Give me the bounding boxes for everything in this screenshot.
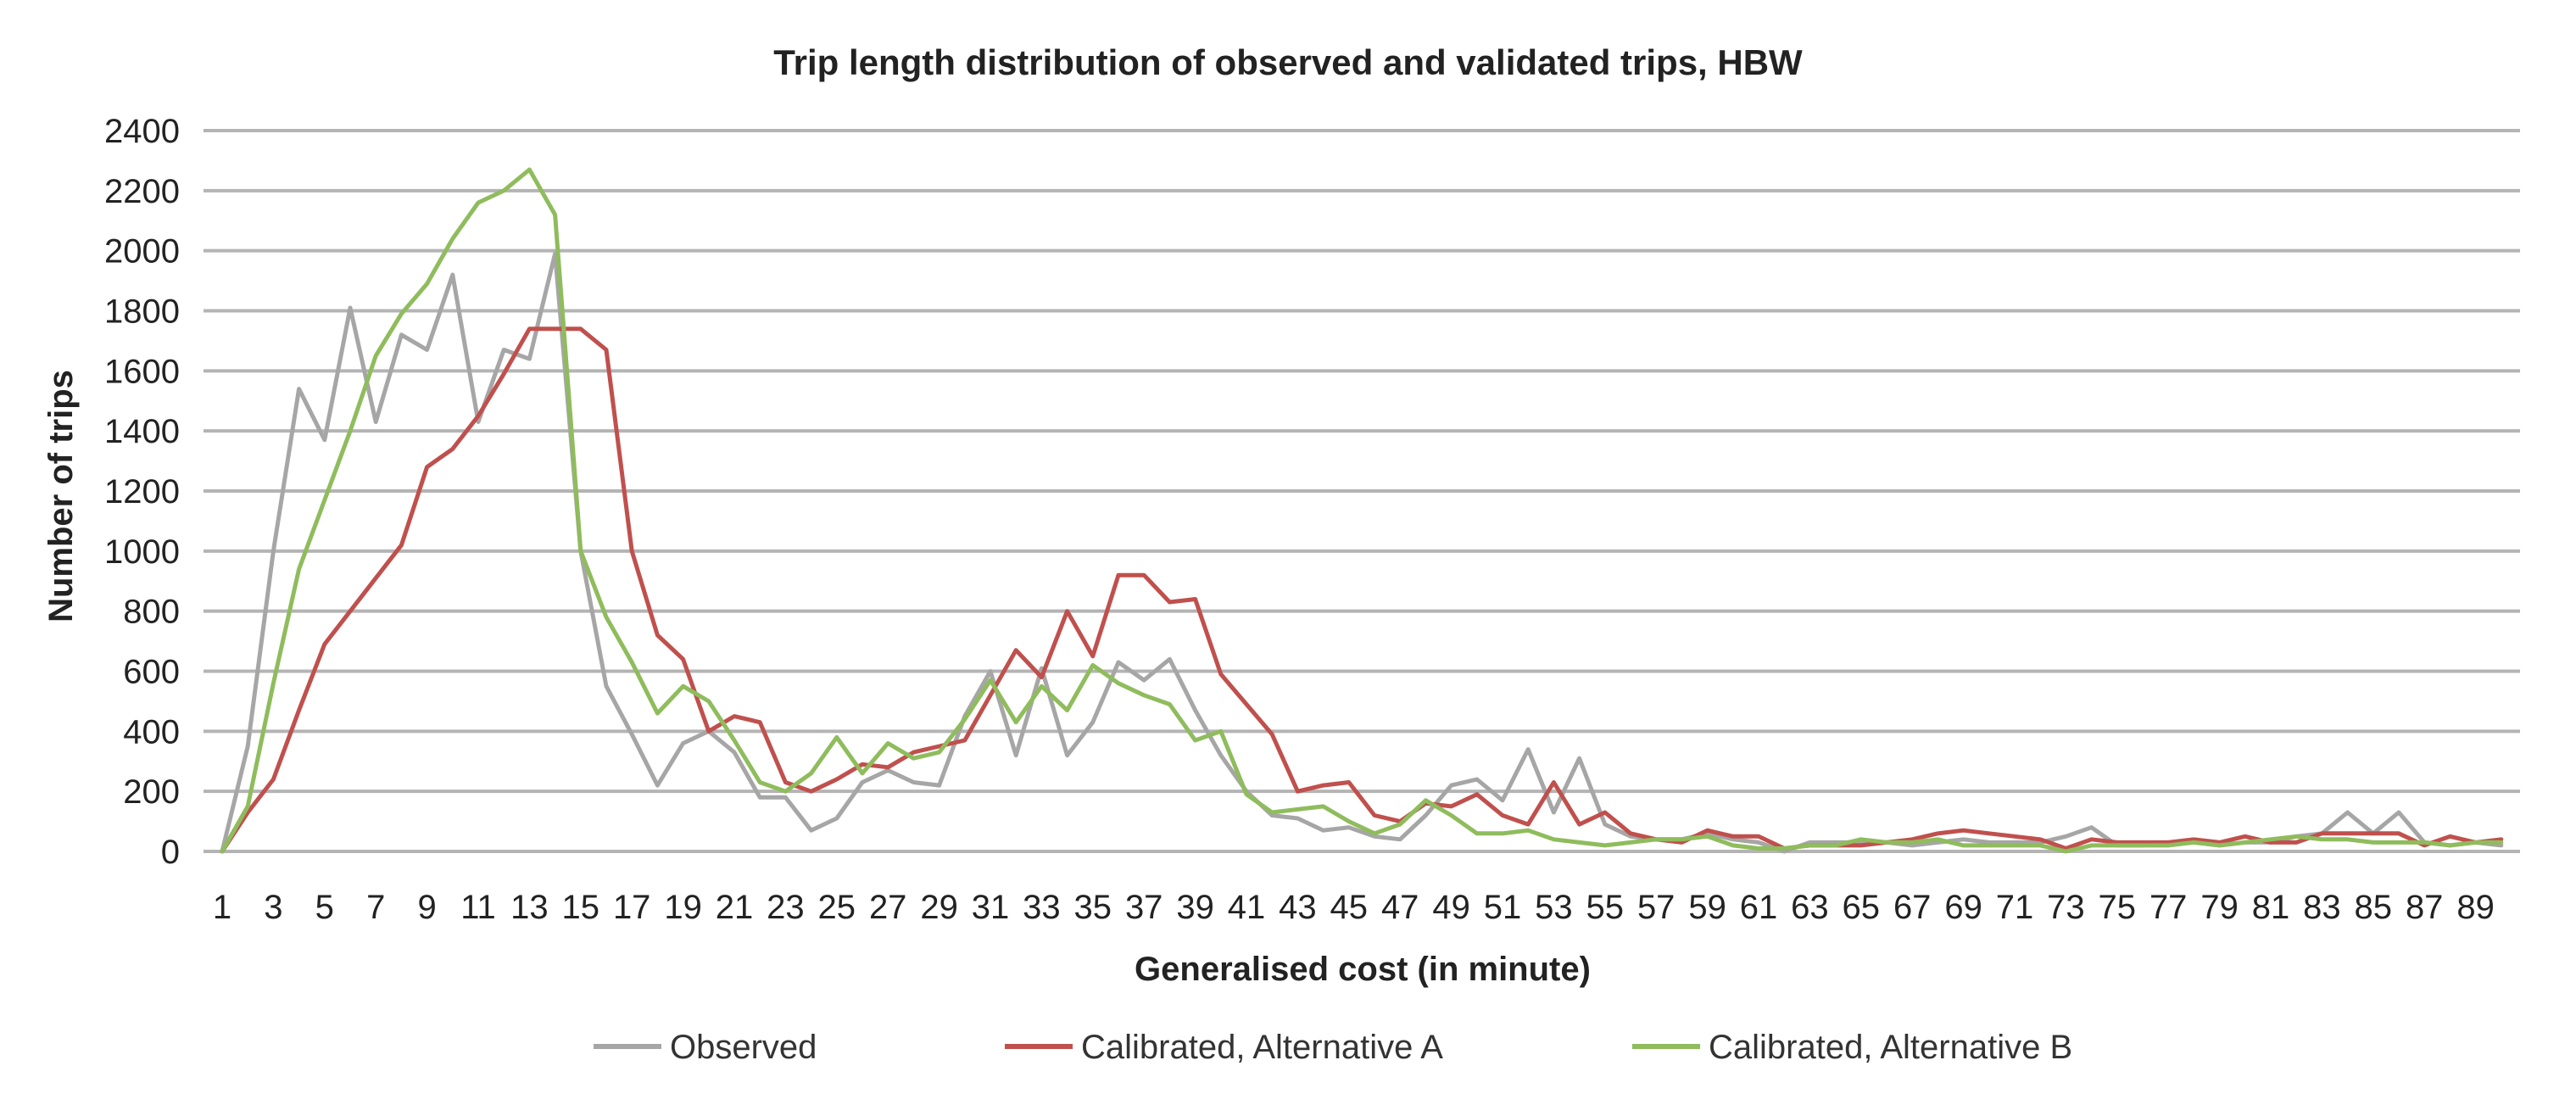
x-tick-label: 51 <box>1484 889 1522 926</box>
x-tick-label: 49 <box>1432 889 1470 926</box>
x-tick-label: 15 <box>562 889 600 926</box>
x-tick-label: 17 <box>613 889 651 926</box>
legend-item: Observed <box>594 1029 817 1066</box>
x-tick-label: 61 <box>1740 889 1778 926</box>
x-tick-label: 71 <box>1996 889 2034 926</box>
y-tick-label: 1600 <box>104 353 180 390</box>
legend-item: Calibrated, Alternative B <box>1632 1029 2072 1066</box>
y-tick-label: 1000 <box>104 533 180 571</box>
x-tick-label: 43 <box>1279 889 1317 926</box>
y-tick-label: 800 <box>123 594 180 631</box>
x-tick-label: 85 <box>2355 889 2393 926</box>
x-tick-label: 55 <box>1586 889 1625 926</box>
y-tick-label: 1200 <box>104 473 180 511</box>
legend: Observed Calibrated, Alternative A Calibra… <box>594 1029 2072 1066</box>
y-tick-label: 600 <box>123 654 180 691</box>
x-axis-title: Generalised cost (in minute) <box>1135 951 1591 988</box>
x-tick-label: 59 <box>1688 889 1726 926</box>
x-tick-label: 45 <box>1330 889 1369 926</box>
x-tick-label: 65 <box>1843 889 1881 926</box>
y-tick-label: 2400 <box>104 113 180 150</box>
y-tick-label: 400 <box>123 713 180 751</box>
x-tick-label: 41 <box>1228 889 1266 926</box>
y-tick-label: 1400 <box>104 413 180 450</box>
x-tick-label: 89 <box>2456 889 2495 926</box>
x-tick-label: 3 <box>264 889 282 926</box>
x-tick-label: 73 <box>2047 889 2085 926</box>
x-tick-label: 67 <box>1893 889 1932 926</box>
x-tick-label: 79 <box>2200 889 2239 926</box>
x-tick-label: 75 <box>2099 889 2137 926</box>
x-tick-label: 37 <box>1125 889 1163 926</box>
y-axis-title: Number of trips <box>42 370 80 622</box>
y-axis-ticks: 0 200 400 600 800 1000 1200 1400 1600 1800 2000 220… <box>104 113 180 871</box>
x-tick-label: 25 <box>818 889 856 926</box>
x-tick-label: 13 <box>510 889 549 926</box>
legend-label: Calibrated, Alternative B <box>1709 1029 2072 1066</box>
y-tick-label: 1800 <box>104 293 180 331</box>
y-tick-label: 2200 <box>104 173 180 210</box>
x-tick-label: 19 <box>664 889 702 926</box>
x-tick-label: 83 <box>2303 889 2341 926</box>
y-tick-label: 200 <box>123 773 180 811</box>
x-tick-label: 31 <box>972 889 1010 926</box>
x-tick-label: 21 <box>716 889 754 926</box>
x-tick-label: 39 <box>1176 889 1214 926</box>
x-tick-label: 87 <box>2406 889 2444 926</box>
chart-title: Trip length distribution of observed and… <box>773 42 1803 82</box>
series-lines <box>220 167 2504 854</box>
x-tick-label: 47 <box>1381 889 1419 926</box>
x-tick-label: 27 <box>869 889 907 926</box>
series-line-2 <box>220 326 2504 854</box>
gridlines <box>204 129 2520 853</box>
x-tick-label: 11 <box>460 889 496 926</box>
x-tick-label: 81 <box>2252 889 2290 926</box>
x-tick-label: 63 <box>1791 889 1829 926</box>
x-tick-label: 9 <box>417 889 436 926</box>
x-tick-label: 7 <box>366 889 385 926</box>
x-tick-label: 1 <box>213 889 231 926</box>
x-tick-label: 35 <box>1074 889 1112 926</box>
y-tick-label: 2000 <box>104 233 180 271</box>
y-tick-label: 0 <box>161 834 180 871</box>
x-tick-label: 33 <box>1023 889 1061 926</box>
x-tick-label: 57 <box>1637 889 1676 926</box>
x-tick-label: 69 <box>1944 889 1982 926</box>
legend-label: Observed <box>670 1029 817 1066</box>
x-tick-label: 5 <box>315 889 334 926</box>
x-axis-ticks: 1 3 5 7 9 11 13 15 17 19 21 23 25 27 29 31 33 35 37 39 41 43 4… <box>213 889 2495 926</box>
legend-label: Calibrated, Alternative A <box>1081 1029 1443 1066</box>
legend-item: Calibrated, Alternative A <box>1005 1029 1443 1066</box>
x-tick-label: 29 <box>920 889 958 926</box>
x-tick-label: 53 <box>1535 889 1573 926</box>
series-line-3 <box>220 167 2504 854</box>
x-tick-label: 23 <box>767 889 805 926</box>
x-tick-label: 77 <box>2149 889 2188 926</box>
